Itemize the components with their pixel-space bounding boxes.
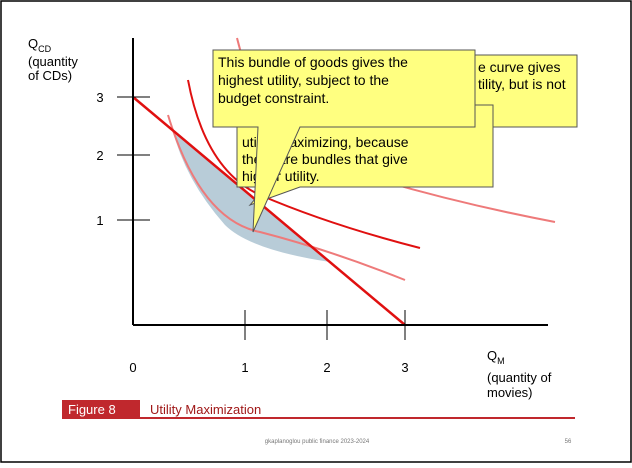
indifference-curve-low (167, 114, 406, 281)
x-tick-label: 2 (323, 360, 330, 375)
callout-front: This bundle of goods gives the highest u… (212, 49, 476, 233)
y-axis-label-main: Q (28, 36, 38, 51)
y-axis-note: (quantity (28, 54, 78, 69)
budget-line (132, 96, 406, 326)
footer-text: gkaplanoglou public finance 2023-2024 (265, 439, 370, 445)
x-axis-label-sub: M (497, 356, 505, 366)
callout-text: highest utility, subject to the (218, 72, 389, 88)
x-tick-label: 1 (241, 360, 248, 375)
x-tick-label: 3 (401, 360, 408, 375)
x-axis-label: QM (487, 348, 505, 366)
page-number: 56 (565, 439, 572, 445)
figure-title: Utility Maximization (150, 402, 261, 417)
figure-label-box (62, 400, 140, 419)
callout-text: This bundle of goods gives the (218, 54, 408, 70)
y-axis-label: QCD (28, 36, 52, 54)
tick-marks (117, 96, 406, 340)
y-axis-label-sub: CD (38, 44, 51, 54)
callout-text: budget constraint. (218, 90, 329, 106)
callout-box (236, 104, 494, 207)
callout-text: tility, but is not (478, 76, 566, 92)
callout-box (212, 49, 476, 233)
x-axis-note: (quantity of (487, 370, 552, 385)
y-tick-label: 3 (96, 90, 103, 105)
x-axis-label-main: Q (487, 348, 497, 363)
y-tick-label: 2 (96, 148, 103, 163)
x-tick-label: 0 (129, 360, 136, 375)
callout-text: e curve gives (478, 59, 560, 75)
y-axis-note: of CDs) (28, 68, 72, 83)
y-tick-label: 1 (96, 213, 103, 228)
x-axis-note: movies) (487, 385, 533, 400)
figure-label: Figure 8 (68, 402, 116, 417)
